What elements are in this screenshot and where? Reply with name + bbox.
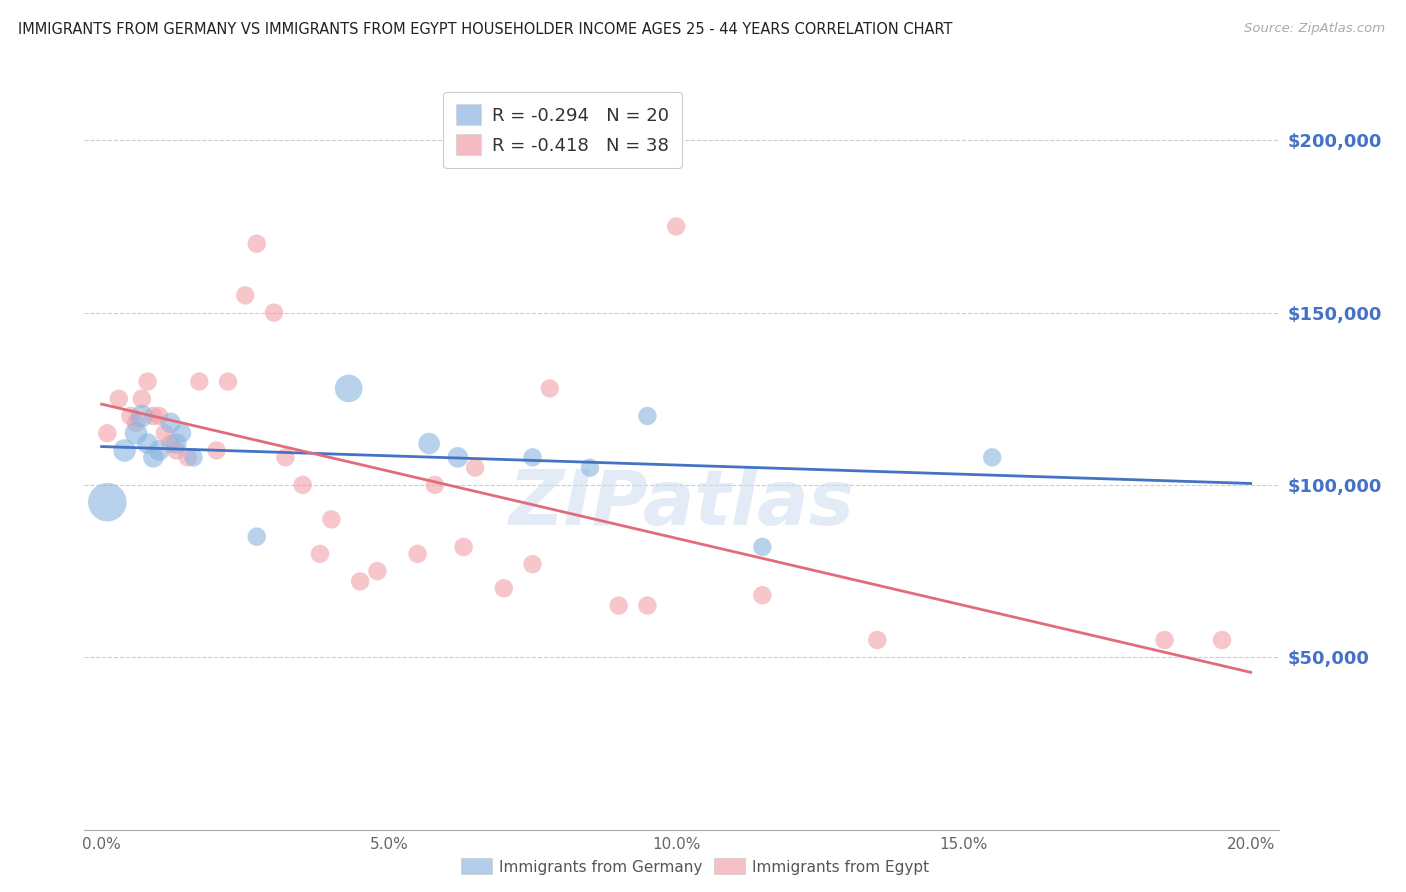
Point <box>246 530 269 544</box>
Point <box>366 564 388 578</box>
Point <box>96 426 118 441</box>
Point <box>309 547 332 561</box>
Text: ZIPatlas: ZIPatlas <box>509 467 855 541</box>
Point <box>142 409 165 423</box>
Point <box>177 450 200 465</box>
Point <box>447 450 470 465</box>
Point <box>165 443 187 458</box>
Point <box>131 392 153 406</box>
Point <box>274 450 297 465</box>
Point <box>636 599 658 613</box>
Point <box>153 426 176 441</box>
Legend: R = -0.294   N = 20, R = -0.418   N = 38: R = -0.294 N = 20, R = -0.418 N = 38 <box>443 92 682 168</box>
Point <box>125 426 148 441</box>
Point <box>665 219 688 234</box>
Point <box>636 409 658 423</box>
Point <box>120 409 142 423</box>
Point <box>291 478 314 492</box>
Point <box>125 416 148 430</box>
Point <box>522 557 544 572</box>
Point <box>188 375 211 389</box>
Point <box>423 478 446 492</box>
Point <box>607 599 630 613</box>
Point <box>205 443 228 458</box>
Point <box>114 443 136 458</box>
Point <box>418 436 440 450</box>
Point <box>148 409 170 423</box>
Point <box>233 288 256 302</box>
Point <box>136 375 159 389</box>
Point <box>148 443 170 458</box>
Point <box>96 495 118 509</box>
Point <box>136 436 159 450</box>
Point <box>492 582 515 596</box>
Point <box>751 540 773 554</box>
Point <box>981 450 1004 465</box>
Point <box>246 236 269 251</box>
Point <box>170 426 193 441</box>
Text: Immigrants from Germany: Immigrants from Germany <box>499 861 703 875</box>
Point <box>108 392 131 406</box>
Point <box>183 450 205 465</box>
Point <box>406 547 429 561</box>
Point <box>142 450 165 465</box>
Point <box>159 436 181 450</box>
Point <box>1211 633 1233 648</box>
Point <box>579 460 602 475</box>
Point <box>751 588 773 602</box>
Point <box>165 436 187 450</box>
Point <box>866 633 889 648</box>
Point <box>337 381 360 395</box>
Text: Immigrants from Egypt: Immigrants from Egypt <box>752 861 929 875</box>
Point <box>522 450 544 465</box>
Text: Source: ZipAtlas.com: Source: ZipAtlas.com <box>1244 22 1385 36</box>
Point <box>263 305 285 319</box>
Point <box>538 381 561 395</box>
Point <box>1153 633 1175 648</box>
Point <box>159 416 181 430</box>
Text: IMMIGRANTS FROM GERMANY VS IMMIGRANTS FROM EGYPT HOUSEHOLDER INCOME AGES 25 - 44: IMMIGRANTS FROM GERMANY VS IMMIGRANTS FR… <box>18 22 953 37</box>
Point <box>349 574 371 589</box>
Point <box>217 375 239 389</box>
Point <box>453 540 475 554</box>
Point <box>321 512 343 526</box>
Point <box>131 409 153 423</box>
Point <box>464 460 486 475</box>
